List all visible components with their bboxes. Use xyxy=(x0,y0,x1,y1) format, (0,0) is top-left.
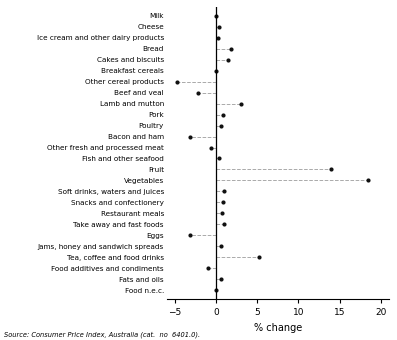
Point xyxy=(220,200,226,205)
Point xyxy=(187,134,193,139)
Point xyxy=(221,222,227,227)
Point xyxy=(213,13,219,18)
Point xyxy=(365,178,372,183)
Point xyxy=(173,79,180,84)
Point xyxy=(213,68,219,73)
Point xyxy=(328,167,335,172)
X-axis label: % change: % change xyxy=(254,323,302,333)
Point xyxy=(213,288,219,293)
Point xyxy=(215,35,221,40)
Point xyxy=(238,101,244,106)
Point xyxy=(187,233,193,238)
Point xyxy=(216,156,222,161)
Point xyxy=(256,255,262,260)
Point xyxy=(208,145,214,150)
Point xyxy=(219,211,225,216)
Point xyxy=(220,112,226,117)
Text: Source: Consumer Price Index, Australia (cat.  no  6401.0).: Source: Consumer Price Index, Australia … xyxy=(4,332,200,338)
Point xyxy=(228,46,234,51)
Point xyxy=(216,24,223,29)
Point xyxy=(195,90,201,95)
Point xyxy=(205,266,211,271)
Point xyxy=(225,57,232,62)
Point xyxy=(218,244,224,249)
Point xyxy=(218,277,224,282)
Point xyxy=(221,189,227,194)
Point xyxy=(218,123,224,128)
